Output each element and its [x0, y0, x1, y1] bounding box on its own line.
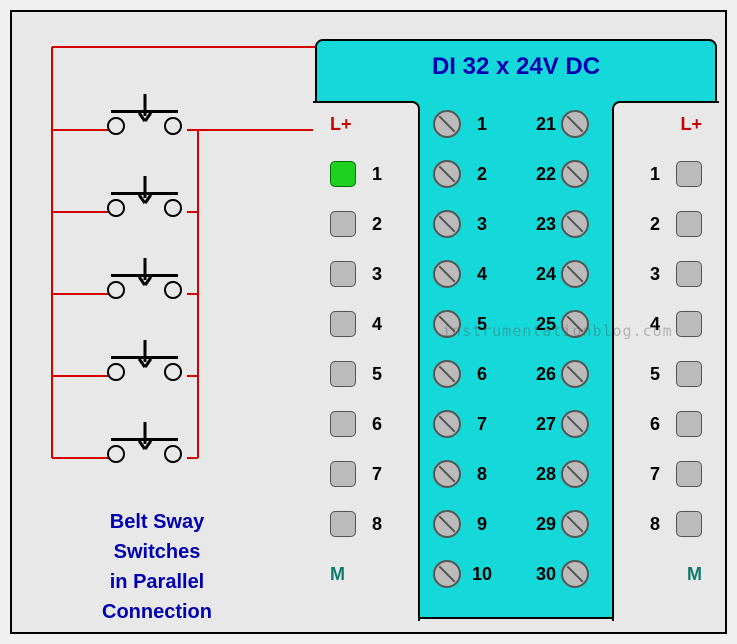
m-right: M — [687, 564, 702, 585]
pushbutton-switch — [107, 428, 182, 463]
status-led — [330, 461, 356, 487]
screw-terminal — [561, 560, 589, 588]
caption-line: in Parallel — [57, 567, 257, 597]
led-label: 7 — [644, 464, 666, 485]
terminal-number: 2 — [467, 164, 497, 185]
led-label: 3 — [644, 264, 666, 285]
lplus-right: L+ — [680, 114, 702, 135]
led-label: 8 — [644, 514, 666, 535]
status-led — [330, 161, 356, 187]
screw-terminal — [561, 210, 589, 238]
pushbutton-switch — [107, 100, 182, 135]
pushbutton-switch — [107, 264, 182, 299]
screw-terminal — [433, 160, 461, 188]
terminal-number: 21 — [531, 114, 561, 135]
led-label: 5 — [366, 364, 388, 385]
terminal-number: 1 — [467, 114, 497, 135]
screw-terminal — [433, 510, 461, 538]
caption-line: Belt Sway — [57, 507, 257, 537]
led-label: 2 — [366, 214, 388, 235]
led-label: 8 — [366, 514, 388, 535]
watermark: instrumentationblog.com — [442, 322, 673, 340]
screw-terminal — [433, 560, 461, 588]
terminal-number: 3 — [467, 214, 497, 235]
terminal-number: 6 — [467, 364, 497, 385]
status-led — [676, 461, 702, 487]
status-led — [676, 361, 702, 387]
status-led — [330, 311, 356, 337]
terminal-number: 24 — [531, 264, 561, 285]
led-label: 7 — [366, 464, 388, 485]
led-label: 3 — [366, 264, 388, 285]
status-led — [676, 311, 702, 337]
screw-terminal — [561, 160, 589, 188]
led-label: 5 — [644, 364, 666, 385]
status-led — [330, 361, 356, 387]
screw-terminal — [561, 110, 589, 138]
led-label: 6 — [366, 414, 388, 435]
screw-terminal — [433, 210, 461, 238]
status-led — [676, 511, 702, 537]
led-label: 1 — [366, 164, 388, 185]
screw-terminal — [433, 410, 461, 438]
terminal-number: 30 — [531, 564, 561, 585]
terminal-number: 23 — [531, 214, 561, 235]
led-label: 2 — [644, 214, 666, 235]
led-label: 1 — [644, 164, 666, 185]
status-led — [330, 511, 356, 537]
m-left: M — [330, 564, 345, 585]
terminal-number: 8 — [467, 464, 497, 485]
status-led — [676, 211, 702, 237]
screw-terminal — [561, 410, 589, 438]
terminal-number: 9 — [467, 514, 497, 535]
led-label: 6 — [644, 414, 666, 435]
screw-terminal — [433, 110, 461, 138]
terminal-number: 26 — [531, 364, 561, 385]
pushbutton-switch — [107, 346, 182, 381]
caption-line: Switches — [57, 537, 257, 567]
caption-line: Connection — [57, 597, 257, 627]
status-led — [676, 261, 702, 287]
screw-terminal — [433, 260, 461, 288]
status-led — [330, 261, 356, 287]
terminal-number: 27 — [531, 414, 561, 435]
caption: Belt Sway Switches in Parallel Connectio… — [57, 507, 257, 627]
screw-terminal — [433, 360, 461, 388]
status-led — [330, 411, 356, 437]
status-led — [676, 411, 702, 437]
screw-terminal — [561, 510, 589, 538]
screw-terminal — [561, 460, 589, 488]
status-led — [330, 211, 356, 237]
diagram-frame: DI 32 x 24V DC L+ 1 21 L+ 1 2 22 1 2 3 2… — [10, 10, 727, 634]
terminal-number: 10 — [467, 564, 497, 585]
led-label: 4 — [366, 314, 388, 335]
module-title: DI 32 x 24V DC — [315, 53, 717, 81]
screw-terminal — [433, 460, 461, 488]
terminal-number: 29 — [531, 514, 561, 535]
terminal-number: 22 — [531, 164, 561, 185]
terminal-number: 7 — [467, 414, 497, 435]
terminal-number: 4 — [467, 264, 497, 285]
screw-terminal — [561, 260, 589, 288]
screw-terminal — [561, 360, 589, 388]
pushbutton-switch — [107, 182, 182, 217]
lplus-left: L+ — [330, 114, 352, 135]
terminal-number: 28 — [531, 464, 561, 485]
status-led — [676, 161, 702, 187]
